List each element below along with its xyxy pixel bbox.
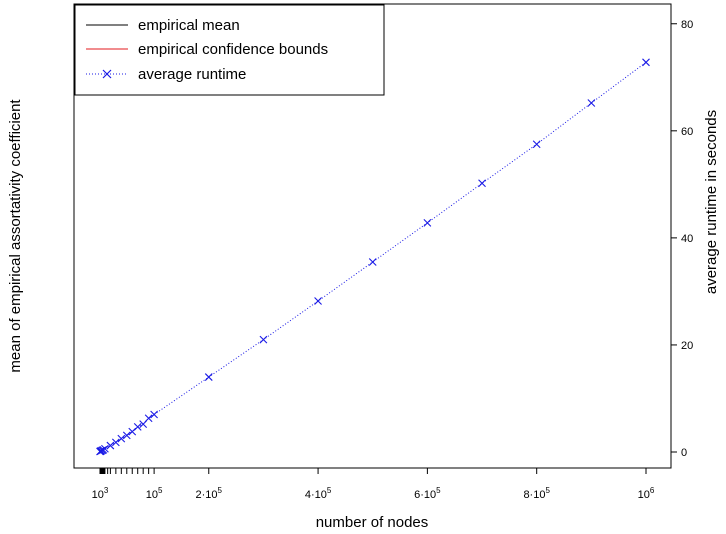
runtime-point (101, 444, 109, 453)
x-tick-label: 4·105 (305, 486, 332, 501)
y2-tick-label: 60 (681, 126, 693, 138)
legend-label-mean: empirical mean (138, 17, 240, 34)
runtime-point (204, 373, 213, 381)
x-rug (99, 468, 150, 474)
plot-frame (73, 3, 672, 469)
legend: empirical mean empirical confidence boun… (74, 4, 385, 96)
x-tick-label: 2·105 (196, 486, 223, 501)
y2-tick-label: 20 (681, 340, 693, 352)
runtime-point (122, 431, 131, 440)
series-layer (96, 58, 650, 456)
y-axis-title: mean of empirical assortativity coeffici… (7, 99, 24, 373)
runtime-point (423, 219, 432, 227)
runtime-point (144, 414, 153, 423)
x-tick-label: 8·105 (523, 486, 550, 501)
y2-axis-title: average runtime in seconds (703, 110, 720, 294)
runtime-point (314, 297, 322, 305)
runtime-point (642, 58, 650, 67)
runtime-point (259, 335, 268, 344)
runtime-point (111, 438, 120, 447)
x-tick-label: 6·105 (414, 486, 441, 501)
y2-tick-label: 0 (681, 447, 687, 459)
runtime-point (117, 434, 126, 443)
y2-tick-label: 80 (681, 19, 693, 31)
runtime-point (587, 99, 596, 107)
plot-area (96, 58, 650, 456)
runtime-point (532, 140, 541, 149)
y-axis-right: 0 20 40 60 80 (671, 19, 693, 459)
legend-item-mean: empirical mean (86, 17, 240, 34)
runtime-point (133, 422, 142, 431)
legend-label-bounds: empirical confidence bounds (138, 41, 328, 58)
x-axis: 103 105 2·105 4·105 6·105 8·105 106 (92, 468, 655, 501)
x-tick-label: 106 (638, 486, 655, 501)
x-axis-title: number of nodes (316, 514, 429, 531)
legend-item-bounds: empirical confidence bounds (86, 41, 328, 58)
y2-tick-label: 40 (681, 233, 693, 245)
x-tick-label: 105 (146, 486, 163, 501)
legend-marker-runtime (102, 69, 112, 79)
runtime-point (478, 179, 486, 188)
legend-label-runtime: average runtime (138, 66, 246, 83)
runtime-point (368, 258, 377, 266)
runtime-point (150, 410, 158, 419)
runtime-point (106, 441, 115, 450)
legend-item-runtime: average runtime (86, 66, 246, 83)
legend-box (74, 4, 385, 96)
x-tick-label: 103 (92, 486, 109, 501)
